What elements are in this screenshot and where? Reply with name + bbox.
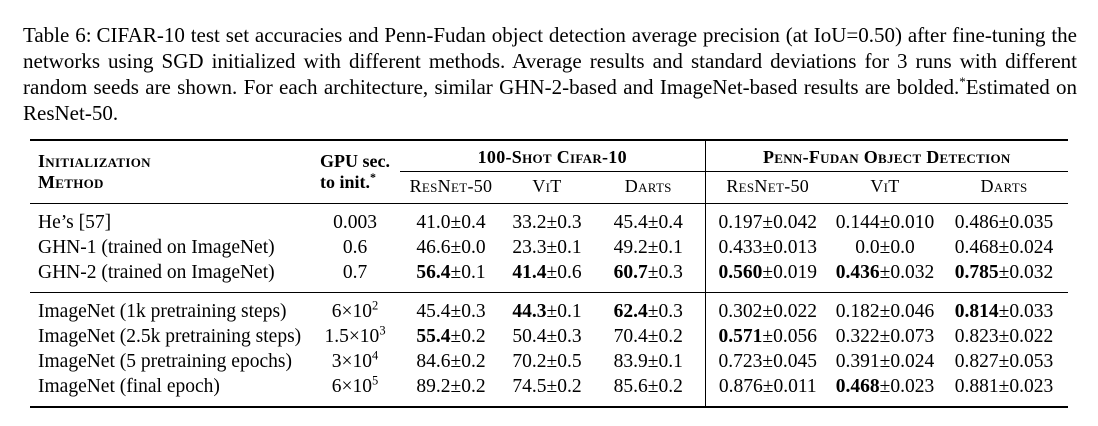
value-cell: 0.486±0.035	[954, 212, 1054, 233]
table-body: He’s [57] 0.003 41.0±0.4 33.2±0.3 45.4±0…	[30, 203, 1069, 407]
header-row-architectures: ResNet-50 ViT Darts ResNet-50 ViT Darts	[30, 171, 1069, 204]
method-cell: GHN-2 (trained on ImageNet)	[38, 262, 275, 283]
value-cell: 49.2±0.1	[613, 237, 683, 258]
value-cell: 74.5±0.2	[512, 376, 582, 397]
method-cell: ImageNet (1k pretraining steps)	[30, 292, 310, 324]
col-header-pf-vit: ViT	[830, 171, 940, 204]
value-cell: 62.4±0.3	[592, 292, 705, 324]
gpu-seconds-cell: 0.003	[333, 212, 377, 233]
table-row: ImageNet (1k pretraining steps) 6×102 45…	[30, 292, 1069, 324]
value-cell: 33.2±0.3	[512, 212, 582, 233]
col-group-100shot-cifar10: 100-Shot Cifar-10	[400, 140, 705, 172]
value-cell: 0.823±0.022	[954, 326, 1054, 347]
value-cell: 50.4±0.3	[512, 326, 582, 347]
col-header-initialization-method: Initialization Method	[30, 140, 310, 204]
value-cell: 0.571±0.056	[704, 324, 830, 349]
value-cell: 0.785±0.032	[954, 262, 1054, 283]
value-cell: 41.4±0.6	[512, 262, 582, 283]
table-row: ImageNet (5 pretraining epochs) 3×104 84…	[30, 349, 1068, 374]
value-cell: 46.6±0.0	[416, 237, 486, 258]
value-cell: 0.827±0.053	[954, 351, 1054, 372]
col-header-pf-resnet50: ResNet-50	[704, 171, 830, 204]
value-cell: 0.560±0.019	[704, 260, 830, 293]
value-cell: 0.436±0.032	[835, 262, 935, 283]
gpu-seconds-cell: 6×102	[310, 292, 400, 324]
method-header-line1: Initialization	[38, 151, 151, 171]
paper-table-figure: Table 6: CIFAR-10 test set accuracies and…	[0, 22, 1098, 408]
gpu-header-footnote-marker: *	[370, 170, 377, 184]
col-header-cifar-resnet50: ResNet-50	[400, 171, 502, 204]
gpu-seconds-cell: 3×104	[331, 348, 379, 372]
value-cell: 45.4±0.3	[400, 292, 502, 324]
value-cell: 0.322±0.073	[835, 326, 935, 347]
value-cell: 45.4±0.4	[613, 212, 683, 233]
caption-body: CIFAR-10 test set accuracies and Penn-Fu…	[23, 23, 1078, 99]
value-cell: 0.723±0.045	[704, 349, 830, 374]
value-cell: 0.197±0.042	[704, 203, 830, 235]
value-cell: 0.144±0.010	[835, 212, 935, 233]
table-row: He’s [57] 0.003 41.0±0.4 33.2±0.3 45.4±0…	[30, 203, 1068, 235]
method-cell: GHN-1 (trained on ImageNet)	[38, 237, 275, 258]
results-table: Initialization Method GPU sec. to init.* 1…	[30, 139, 1069, 408]
value-cell: 0.433±0.013	[704, 235, 830, 260]
value-cell: 0.302±0.022	[704, 292, 830, 324]
value-cell: 60.7±0.3	[613, 262, 683, 283]
gpu-seconds-cell: 0.6	[342, 237, 368, 258]
caption-footnote-text: Estimated on ResNet-50.	[23, 75, 1078, 125]
table-row: GHN-2 (trained on ImageNet) 0.7 56.4±0.1…	[30, 260, 1068, 293]
value-cell: 85.6±0.2	[613, 376, 683, 397]
value-cell: 0.391±0.024	[835, 351, 935, 372]
value-cell: 55.4±0.2	[416, 326, 486, 347]
value-cell: 0.468±0.024	[954, 237, 1054, 258]
value-cell: 89.2±0.2	[416, 376, 486, 397]
gpu-header-line1: GPU sec.	[320, 151, 390, 171]
gpu-header-line2: to init.	[320, 172, 371, 192]
col-header-gpu-sec: GPU sec. to init.*	[310, 140, 400, 204]
method-header-line2: Method	[38, 172, 104, 192]
col-header-cifar-vit: ViT	[502, 171, 592, 204]
table-caption: Table 6: CIFAR-10 test set accuracies and…	[23, 22, 1077, 126]
value-cell: 23.3±0.1	[512, 237, 582, 258]
value-cell: 0.814±0.033	[940, 292, 1069, 324]
value-cell: 0.0±0.0	[855, 237, 915, 258]
method-cell: ImageNet (5 pretraining epochs)	[38, 351, 292, 372]
value-cell: 56.4±0.1	[416, 262, 486, 283]
value-cell: 41.0±0.4	[416, 212, 486, 233]
table-row: ImageNet (final epoch) 6×105 89.2±0.2 74…	[30, 374, 1068, 407]
value-cell: 83.9±0.1	[613, 351, 683, 372]
gpu-seconds-cell: 6×105	[331, 373, 379, 397]
header-row-groups: Initialization Method GPU sec. to init.* 1…	[30, 140, 1069, 204]
col-group-pennfudan-detection: Penn-Fudan Object Detection	[704, 140, 1069, 172]
value-cell: 70.2±0.5	[512, 351, 582, 372]
method-cell: ImageNet (2.5k pretraining steps)	[38, 326, 302, 347]
value-cell: 0.881±0.023	[954, 376, 1054, 397]
value-cell: 0.876±0.011	[704, 374, 830, 407]
value-cell: 84.6±0.2	[416, 351, 486, 372]
col-header-pf-darts: Darts	[940, 171, 1069, 204]
method-cell: He’s [57]	[38, 212, 112, 233]
value-cell: 70.4±0.2	[613, 326, 683, 347]
col-header-cifar-darts: Darts	[592, 171, 705, 204]
gpu-seconds-cell: 1.5×103	[324, 323, 386, 347]
table-row: ImageNet (2.5k pretraining steps) 1.5×10…	[30, 324, 1068, 349]
table-row: GHN-1 (trained on ImageNet) 0.6 46.6±0.0…	[30, 235, 1068, 260]
caption-footnote-marker: *	[959, 74, 966, 89]
caption-label: Table 6:	[23, 23, 92, 47]
method-cell: ImageNet (final epoch)	[38, 376, 220, 397]
value-cell: 0.182±0.046	[830, 292, 940, 324]
gpu-seconds-cell: 0.7	[342, 262, 368, 283]
value-cell: 44.3±0.1	[502, 292, 592, 324]
value-cell: 0.468±0.023	[835, 376, 935, 397]
